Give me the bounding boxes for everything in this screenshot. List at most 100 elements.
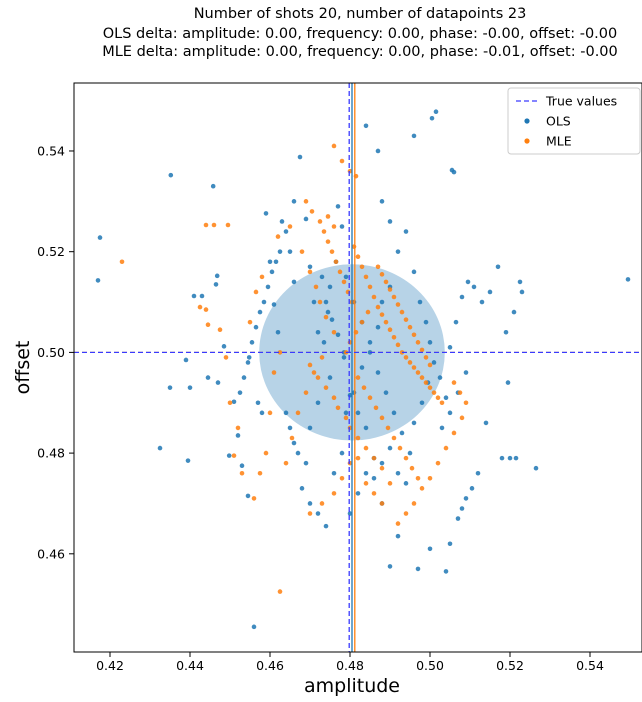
ols-point: [363, 425, 369, 431]
ols-point: [399, 430, 405, 436]
ols-point: [183, 357, 189, 363]
legend-box: [507, 87, 641, 155]
mle-point: [257, 470, 263, 476]
mle-point: [391, 294, 397, 300]
ols-point: [257, 309, 263, 315]
plot-content: [74, 83, 642, 652]
ols-point: [97, 235, 103, 240]
mle-point: [399, 309, 405, 315]
legend: True values OLS MLE: [507, 87, 641, 155]
ols-point: [533, 465, 539, 471]
axes-frame: [73, 82, 642, 653]
ols-point: [437, 375, 443, 380]
mle-point: [395, 342, 401, 348]
series-ols: [95, 109, 631, 630]
ols-point: [307, 501, 313, 506]
ols-point: [325, 309, 331, 315]
mle-point: [391, 334, 397, 340]
x-tick-label: 0.46: [256, 658, 284, 673]
mle-point: [403, 455, 409, 461]
mle-point: [325, 239, 331, 244]
mle-point: [267, 410, 273, 416]
ols-point: [463, 496, 469, 501]
ols-point: [226, 453, 232, 458]
ols-point: [329, 317, 335, 322]
ols-point: [495, 264, 501, 270]
ols-point: [210, 183, 216, 189]
mle-point: [319, 355, 325, 360]
mle-point: [419, 347, 425, 353]
x-tick-label: 0.42: [96, 658, 124, 673]
mle-point: [361, 385, 367, 390]
mle-point: [247, 319, 253, 325]
mle-point: [355, 435, 361, 441]
mle-point: [395, 302, 401, 307]
mle-point: [323, 385, 329, 390]
ols-point: [439, 425, 445, 431]
mle-point: [251, 496, 257, 501]
mle-point: [317, 299, 323, 305]
mle-point: [373, 405, 379, 411]
mle-point: [371, 455, 377, 461]
ols-point: [321, 340, 327, 345]
y-axis-label: offset: [12, 341, 34, 395]
mle-point: [225, 222, 231, 228]
mle-point: [303, 199, 309, 204]
ols-point: [157, 445, 163, 451]
ols-point: [411, 269, 417, 275]
mle-point: [355, 375, 361, 380]
mle-point: [211, 222, 217, 228]
mle-point: [415, 475, 421, 481]
mle-point: [403, 511, 409, 516]
ols-point: [355, 410, 361, 416]
ols-point: [279, 219, 285, 224]
ols-point: [443, 569, 449, 574]
ols-point: [375, 370, 381, 375]
ols-point: [387, 219, 393, 224]
ols-point: [307, 425, 313, 431]
ols-point: [395, 470, 401, 476]
mle-point: [287, 224, 293, 229]
mle-point: [359, 264, 365, 270]
mle-point: [363, 274, 369, 280]
ols-point: [277, 249, 283, 254]
mle-point: [379, 272, 385, 277]
ols-point: [363, 123, 369, 129]
ols-point: [391, 410, 397, 416]
ols-point: [387, 564, 393, 569]
mle-point: [419, 486, 425, 491]
ols-point: [423, 319, 429, 325]
ols-point: [187, 385, 193, 390]
mle-point: [423, 380, 429, 385]
ols-point: [363, 470, 369, 476]
mle-point: [277, 589, 283, 594]
mle-point: [375, 264, 381, 270]
mle-point: [365, 309, 371, 315]
ols-point: [475, 470, 481, 476]
ols-point: [271, 302, 277, 307]
ols-point: [339, 224, 345, 229]
ols-point: [283, 410, 289, 416]
mle-point: [289, 435, 295, 441]
mle-point: [363, 481, 369, 486]
mle-point: [379, 501, 385, 506]
ols-point: [331, 470, 337, 476]
mle-point: [411, 501, 417, 506]
mle-point: [303, 390, 309, 395]
ols-point: [433, 109, 439, 115]
ols-point: [343, 274, 349, 280]
ols-point: [241, 375, 247, 380]
mle-point: [387, 481, 393, 486]
mle-point: [395, 521, 401, 526]
mle-point: [383, 319, 389, 325]
mle-point: [407, 360, 413, 365]
mle-point: [319, 501, 325, 506]
mle-point: [197, 304, 203, 310]
mle-point: [355, 455, 361, 461]
ols-point: [431, 360, 437, 365]
mle-point: [379, 415, 385, 421]
mle-point: [379, 312, 385, 317]
legend-true-values-label: True values: [545, 94, 617, 109]
ols-point: [191, 293, 197, 299]
